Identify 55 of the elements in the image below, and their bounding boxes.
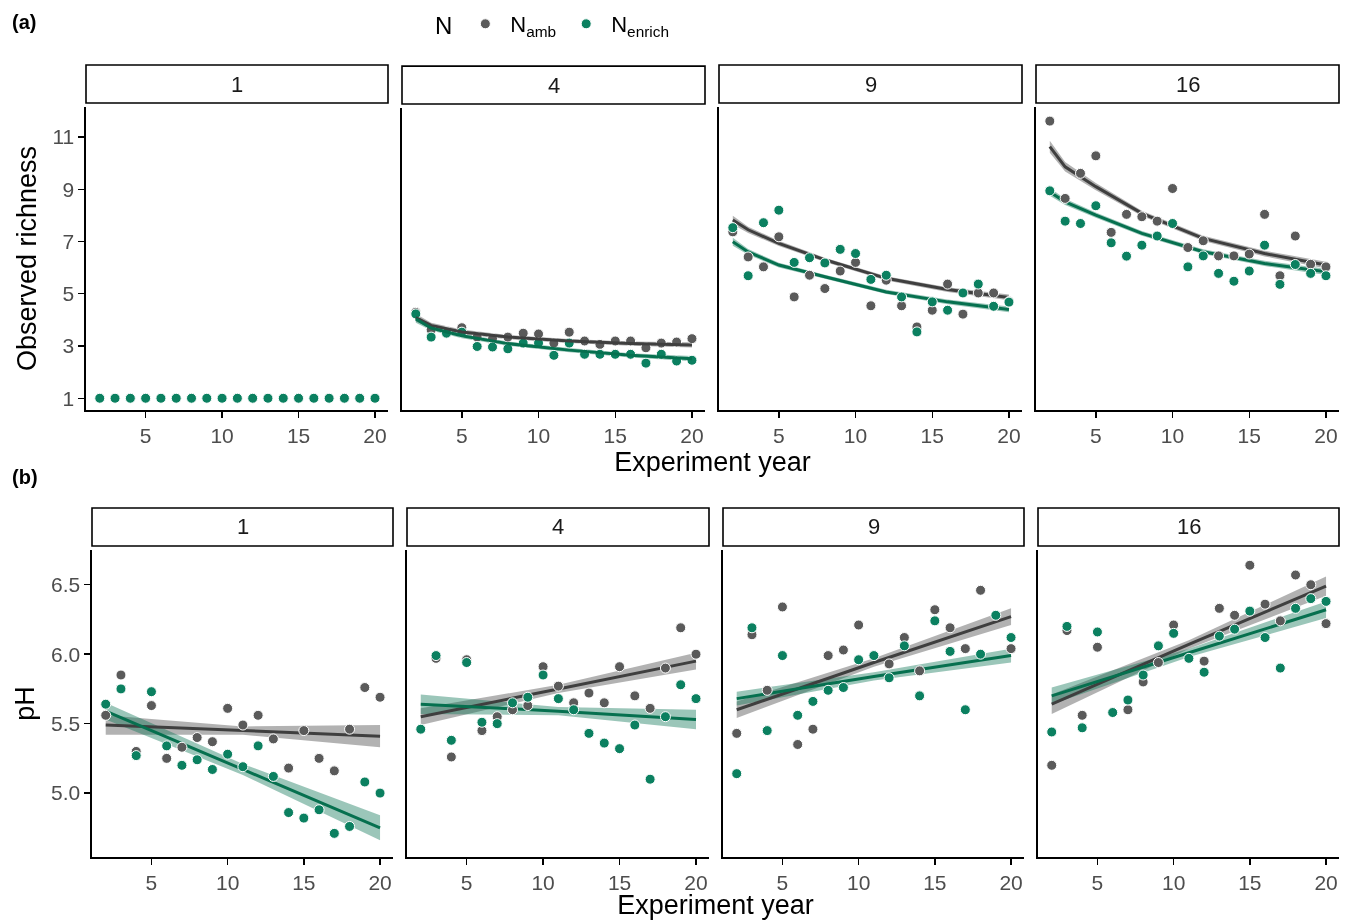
x-tick-label: 20 (997, 423, 1021, 447)
x-tick-label: 15 (286, 423, 311, 447)
y-tick-label: 7 (62, 229, 75, 253)
y-axis-title: Observed richness (11, 145, 42, 372)
x-tick-label: 20 (363, 423, 387, 447)
legend-label: N$_{enrich}$ (611, 12, 669, 40)
chart-title: 16 (1177, 514, 1202, 539)
x-tick-label: 15 (292, 870, 316, 894)
x-tick-label: 5 (145, 870, 158, 894)
y-tick-label: 11 (52, 125, 75, 149)
x-axis-title: Experiment year (614, 447, 811, 478)
text: (b) (12, 466, 38, 488)
x-tick-label: 5 (1091, 870, 1104, 894)
x-tick-label: 5 (772, 423, 785, 447)
x-tick-label: 15 (923, 870, 947, 894)
chart-title: 9 (865, 72, 878, 97)
y-tick-label: 9 (62, 177, 75, 201)
legend-title: N (435, 12, 453, 40)
chart-title: 16 (1176, 72, 1201, 97)
y-tick-label: 6.5 (51, 573, 81, 597)
y-tick-label: 6.0 (51, 642, 81, 666)
chart-title: 1 (237, 514, 250, 539)
chart-title: 1 (231, 72, 244, 97)
x-tick-label: 20 (1314, 870, 1338, 894)
x-tick-label: 10 (1161, 870, 1186, 894)
x-tick-label: 20 (1314, 423, 1338, 447)
x-tick-label: 15 (1237, 423, 1261, 447)
x-tick-label: 20 (999, 870, 1023, 894)
x-tick-label: 10 (215, 870, 240, 894)
chart-title: 4 (548, 73, 561, 98)
y-tick-label: 3 (62, 334, 75, 358)
y-axis-title: pH (10, 686, 41, 721)
y-tick-label: 5 (62, 282, 75, 306)
text: (a) (12, 11, 37, 33)
legend-label: N$_{amb}$ (510, 12, 557, 40)
x-tick-label: 20 (680, 423, 704, 447)
y-tick-label: 5.0 (51, 781, 81, 805)
x-tick-label: 10 (1160, 423, 1185, 447)
x-tick-label: 10 (846, 870, 871, 894)
x-tick-label: 5 (460, 870, 473, 894)
y-tick-label: 1 (62, 386, 75, 410)
chart-title: 9 (868, 514, 881, 539)
x-tick-label: 10 (210, 423, 234, 447)
x-tick-label: 5 (1089, 423, 1102, 447)
x-tick-label: 20 (368, 870, 392, 894)
x-tick-label: 5 (139, 423, 152, 447)
chart-title: 4 (552, 514, 565, 539)
x-tick-label: 5 (455, 423, 468, 447)
x-tick-label: 10 (526, 423, 551, 447)
x-tick-label: 10 (843, 423, 868, 447)
y-tick-label: 5.5 (51, 711, 81, 735)
x-tick-label: 15 (603, 423, 627, 447)
x-tick-label: 10 (531, 870, 555, 894)
x-tick-label: 15 (920, 423, 944, 447)
x-tick-label: 15 (1238, 870, 1262, 894)
